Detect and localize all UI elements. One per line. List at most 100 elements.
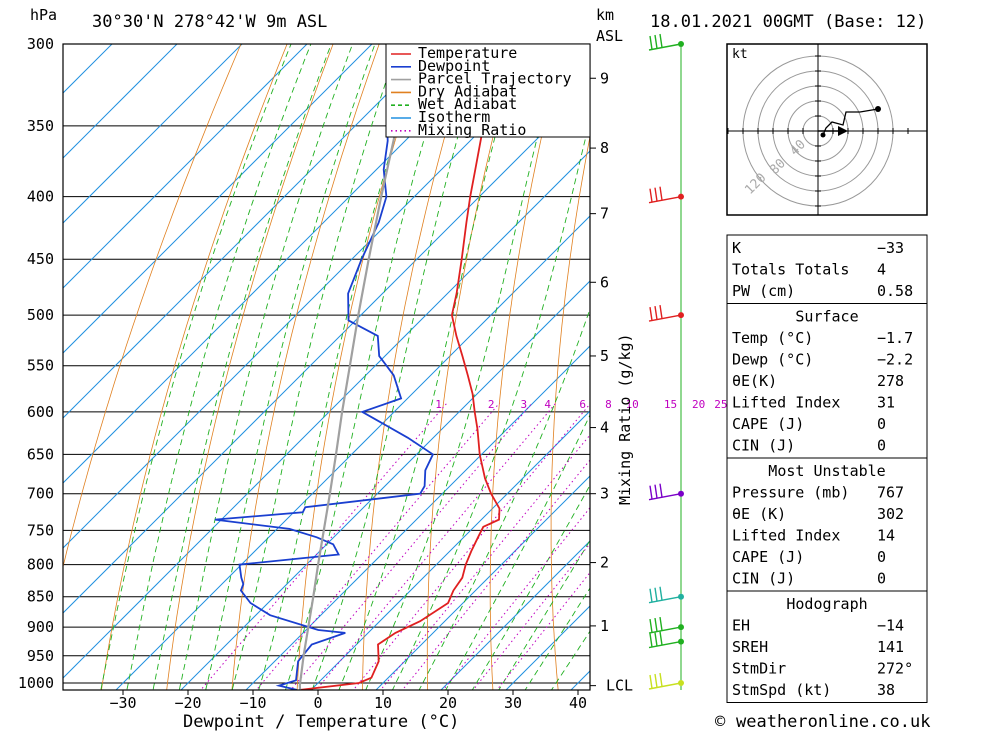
wet-adiabat	[524, 587, 590, 690]
indices-value: 767	[877, 484, 904, 502]
legend-label: Parcel Trajectory	[418, 70, 572, 88]
dry-adiabat	[489, 44, 564, 690]
pressure-tick-label: 800	[27, 556, 54, 574]
temperature-tick-label: 0	[313, 694, 322, 712]
storm-motion-arrow	[838, 126, 848, 136]
indices-block-title: Hodograph	[786, 595, 867, 613]
mixing-ratio-label: 3	[520, 398, 527, 411]
height-tick-label: 9	[600, 69, 609, 87]
legend-label: Dewpoint	[418, 57, 490, 75]
indices-value: −14	[877, 617, 904, 635]
wind-barb-flag	[649, 618, 653, 633]
dry-adiabat	[296, 44, 426, 690]
wind-barb-flag	[659, 616, 663, 631]
mixing-ratio-line	[496, 571, 590, 690]
dry-adiabat	[929, 7, 1000, 709]
wind-barb-flag	[649, 588, 653, 603]
indices-label: PW (cm)	[732, 282, 795, 300]
isotherm	[310, 410, 590, 690]
wind-barb-shaft	[648, 682, 682, 690]
indices-block-title: Most Unstable	[768, 462, 885, 480]
isotherm	[440, 540, 590, 690]
wet-adiabat	[126, 44, 312, 690]
height-tick-label: 3	[600, 485, 609, 503]
pressure-tick-label: 500	[27, 306, 54, 324]
wind-barb	[648, 186, 682, 204]
temperature-tick-label: 30	[504, 694, 522, 712]
temperature-tick-label: 20	[439, 694, 457, 712]
indices-label: Lifted Index	[732, 527, 840, 545]
indices-value: 14	[877, 527, 895, 545]
hodograph-end-point	[875, 106, 881, 112]
indices-label: Lifted Index	[732, 394, 840, 412]
x-axis-title: Dewpoint / Temperature (°C)	[183, 712, 459, 732]
pressure-axis: 300 350 400 450 500 550 600 650 700 750 800 850 900 9…	[18, 35, 54, 692]
wet-adiabat	[391, 117, 590, 690]
wet-adiabat	[100, 44, 292, 690]
wind-barb-flag	[659, 631, 663, 646]
height-tick-label: LCL	[606, 677, 633, 695]
mixing-ratio-labels: 1 2 3 4 6 8 10 15 20 25	[435, 398, 727, 411]
indices-value: 0	[877, 570, 886, 588]
temperature-tick-label: 10	[374, 694, 392, 712]
indices-block-title: Surface	[795, 308, 858, 326]
temperature-tick-label: −20	[174, 694, 201, 712]
pressure-tick-label: 550	[27, 357, 54, 375]
wind-barb	[648, 672, 682, 690]
wind-barb-flag	[654, 34, 658, 49]
mixing-ratio-line	[472, 542, 590, 690]
isotherm	[375, 475, 590, 690]
indices-value: 0.58	[877, 282, 913, 300]
wet-adiabat	[498, 539, 590, 690]
indices-label: Pressure (mb)	[732, 484, 849, 502]
parcel-trajectory-line	[298, 44, 420, 690]
wind-barb-flag	[649, 633, 653, 648]
mixing-ratio-label: 20	[692, 398, 705, 411]
mixing-ratio-label: 6	[579, 398, 586, 411]
pressure-unit-label: hPa	[30, 6, 57, 24]
hodograph-unit: kt	[732, 47, 748, 62]
wind-barb-flag	[654, 484, 658, 499]
mixing-ratio-line	[255, 402, 500, 690]
isotherm	[63, 44, 178, 159]
indices-label: CAPE (J)	[732, 548, 804, 566]
wind-barb	[648, 305, 682, 322]
indices-value: 272°	[877, 660, 913, 678]
legend-label: Isotherm	[418, 108, 490, 126]
site-name: weatheronline.co.uk	[736, 712, 930, 732]
wind-barb-flag	[649, 307, 653, 321]
isotherm	[0, 0, 144, 709]
wind-barb-column	[648, 33, 684, 690]
pressure-tick-label: 950	[27, 647, 54, 665]
wind-barb-shaft	[648, 314, 682, 322]
isotherm	[63, 44, 243, 224]
skewt-frame	[62, 43, 591, 691]
legend-label: Mixing Ratio	[418, 121, 526, 139]
pressure-tick-label: 400	[27, 188, 54, 206]
indices-label: K	[732, 239, 741, 257]
wet-adiabat	[152, 44, 332, 690]
indices-label: Temp (°C)	[732, 329, 813, 347]
mixing-ratio-line	[379, 434, 590, 690]
wet-adiabat	[231, 44, 400, 690]
mixing-ratio-label: 8	[605, 398, 612, 411]
isotherm	[63, 44, 308, 289]
indices-value: 31	[877, 394, 895, 412]
isotherm	[180, 280, 590, 690]
wet-adiabat	[205, 44, 376, 690]
height-unit-km: km	[596, 6, 614, 24]
height-tick-label: 7	[600, 205, 609, 223]
wind-barb-flag	[654, 617, 658, 632]
pressure-tick-label: 600	[27, 403, 54, 421]
indices-value: −33	[877, 239, 904, 257]
wind-barb	[648, 483, 682, 501]
wind-barb-shaft	[648, 493, 682, 501]
height-unit-asl: ASL	[596, 27, 623, 45]
dry-adiabat	[977, 7, 1000, 709]
indices-value: 0	[877, 415, 886, 433]
height-axis: 9 8 7 6 5 4 3 2 1 LCL	[590, 69, 633, 695]
wind-barb-flag	[649, 674, 653, 689]
wind-barb-flag	[654, 632, 658, 647]
temperature-tick-label: 40	[569, 694, 587, 712]
